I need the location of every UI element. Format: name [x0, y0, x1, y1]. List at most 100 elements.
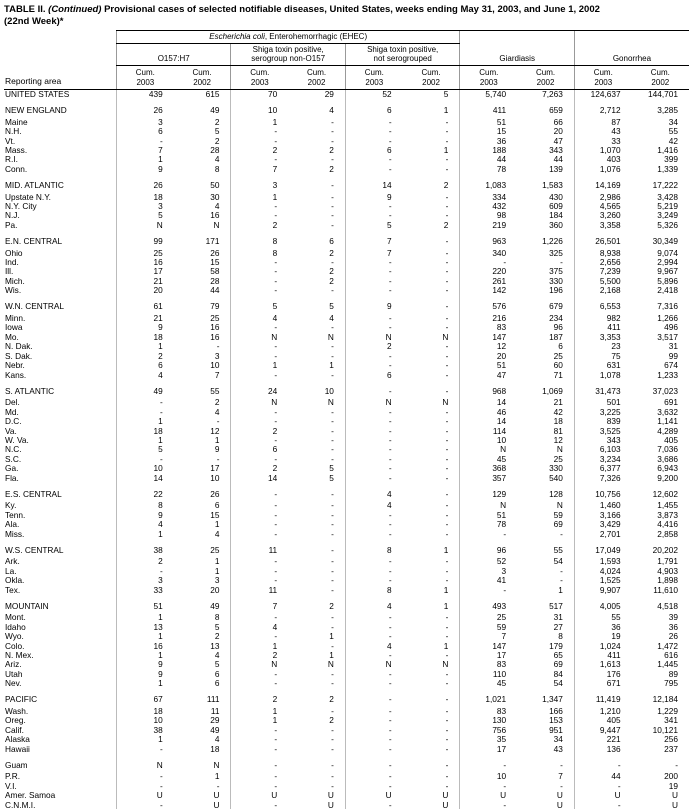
value-cell: 1	[115, 417, 174, 427]
value-cell: 6,553	[573, 295, 632, 315]
value-cell: 1,229	[657, 707, 678, 717]
value-cell: -	[331, 351, 334, 361]
value-cell: -	[445, 267, 449, 277]
value-cell: -	[230, 566, 289, 577]
value-cell: 1	[230, 192, 289, 203]
value-cell: 7,239	[573, 267, 632, 277]
value-cell: 4	[115, 520, 174, 530]
value-cell: -	[344, 669, 403, 680]
value-cell: 5	[230, 295, 289, 315]
table-row: Wyo. 1 2-1- -7 8 19 26	[4, 632, 689, 642]
value-cell: 3,428	[657, 192, 678, 202]
value-cell: -	[331, 510, 334, 520]
reporting-area-cell: Wyo.	[5, 632, 24, 642]
value-cell: 4	[214, 735, 220, 745]
value-cell: N	[327, 660, 334, 670]
value-cell: 17	[459, 744, 518, 755]
reporting-area-cell: Ky.	[5, 501, 17, 511]
value-cell: 25	[210, 314, 220, 324]
value-cell: -	[230, 127, 289, 137]
value-cell: N	[442, 398, 449, 408]
value-cell: -	[459, 800, 518, 809]
value-cell: U	[556, 791, 563, 801]
value-cell: 2	[329, 164, 334, 174]
value-cell: 4	[329, 314, 334, 324]
value-cell: 839	[573, 417, 632, 427]
value-cell: 7	[230, 164, 289, 175]
value-cell: 18	[115, 332, 174, 343]
table-row: Calif. 38 49- - - -756 951 9,447 10,121	[4, 725, 689, 736]
value-cell: 184	[549, 211, 563, 221]
table-row: Ky. 8 6- -4- N N 1,460 1,455	[4, 501, 689, 511]
value-cell: -	[344, 407, 403, 418]
value-cell: -	[445, 759, 449, 770]
value-cell: 46	[459, 407, 518, 418]
reporting-area-cell: Fla.	[5, 473, 19, 483]
value-cell: 7,316	[657, 301, 678, 312]
value-cell: 51	[459, 361, 518, 371]
table-row: Mich. 21 28-2- -261 330 5,500 5,896	[4, 276, 689, 287]
value-cell: 7	[230, 594, 289, 614]
value-cell: 5,896	[657, 276, 678, 286]
value-cell: 9	[214, 445, 220, 455]
value-cell: 1	[329, 651, 334, 660]
reporting-area-cell: Colo.	[5, 641, 25, 651]
value-cell: U	[288, 800, 346, 809]
value-cell: 52	[459, 557, 518, 567]
value-cell: -	[445, 286, 449, 296]
value-cell: -	[344, 772, 403, 782]
value-cell: 3,686	[657, 454, 678, 464]
value-cell: -	[344, 267, 403, 277]
reporting-area-cell: W.S. CENTRAL	[5, 544, 64, 555]
reporting-area-cell: Mich.	[5, 276, 25, 286]
value-cell: 12,184	[652, 694, 678, 705]
reporting-area-header: Reporting area	[4, 30, 117, 90]
table-row: S. ATLANTIC 49 55 24 10- -968 1,069 31,473 37,02…	[4, 379, 689, 399]
value-cell: 6,103	[573, 445, 632, 455]
value-cell: 26	[210, 488, 220, 499]
value-cell: -	[344, 632, 403, 642]
value-cell: 5	[214, 660, 220, 670]
value-cell: 403	[573, 155, 632, 165]
value-cell: 179	[549, 641, 563, 651]
value-cell: -	[445, 323, 449, 333]
value-cell: 15	[210, 510, 220, 520]
value-cell: 9,967	[657, 267, 678, 277]
notifiable-diseases-table: Reporting area Escherichia coli, Enteroh…	[4, 30, 689, 809]
value-cell: 16	[115, 641, 174, 651]
value-cell: 1	[443, 600, 449, 611]
value-cell: -	[344, 127, 403, 137]
value-cell: 631	[573, 361, 632, 371]
value-cell: -	[331, 669, 334, 679]
value-cell: 13	[210, 641, 220, 651]
value-cell: 501	[573, 398, 632, 408]
value-cell: 58	[210, 267, 220, 277]
value-cell: 1	[558, 585, 563, 595]
value-cell: -	[331, 781, 334, 791]
value-cell: -	[445, 576, 449, 586]
value-cell: 60	[553, 361, 563, 371]
value-cell: -	[445, 454, 449, 464]
value-cell: 55	[553, 544, 563, 555]
table-body: UNITED STATES 439 615 70 29 52 5 5,740 7,263 124,…	[4, 89, 689, 809]
value-cell: -	[230, 735, 289, 745]
value-cell: -	[445, 510, 449, 520]
value-cell: 360	[549, 220, 563, 230]
value-cell: -	[230, 520, 289, 530]
value-cell: 18	[115, 192, 174, 203]
reporting-area-cell: NEW ENGLAND	[5, 105, 67, 116]
cum-year-header: Cum. 2003	[459, 65, 518, 90]
value-cell: -	[344, 510, 403, 521]
table-row: Hawaii -18- - - -17 43 136 237	[4, 744, 689, 755]
value-cell: 15	[210, 258, 220, 268]
value-cell: -	[344, 800, 403, 809]
value-cell: -	[445, 772, 449, 782]
reporting-area-cell: Ill.	[5, 267, 14, 277]
value-cell: -	[445, 613, 449, 623]
value-cell: -	[445, 361, 449, 371]
value-cell: 2,418	[657, 286, 678, 296]
table-row: Ariz. 9 5 N N N N 83 69 1,613 1,445	[4, 660, 689, 670]
value-cell: 10	[324, 385, 334, 396]
value-cell: 3,166	[573, 510, 632, 521]
table-row: Mass. 7 28 2 2 6 1 188 343 1,070 1,416	[4, 146, 689, 156]
